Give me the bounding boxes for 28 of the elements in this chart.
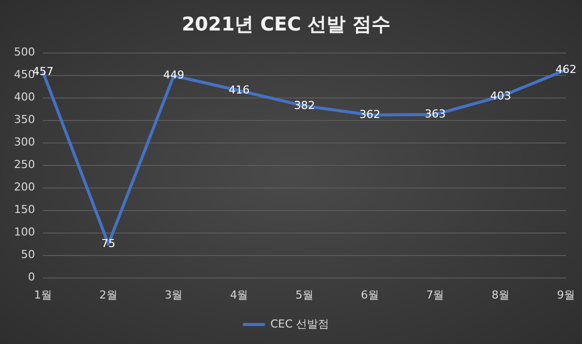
data-label: 416 bbox=[228, 83, 250, 96]
x-tick-label: 6월 bbox=[360, 288, 379, 302]
data-label: 75 bbox=[101, 236, 116, 250]
y-tick-label: 50 bbox=[20, 248, 35, 262]
y-tick-label: 400 bbox=[14, 90, 35, 104]
y-tick-label: 500 bbox=[14, 46, 35, 59]
y-tick-label: 450 bbox=[14, 68, 35, 82]
y-tick-label: 200 bbox=[14, 180, 35, 194]
y-tick-label: 100 bbox=[14, 226, 35, 239]
y-tick-label: 0 bbox=[28, 270, 35, 284]
x-tick-label: 8월 bbox=[492, 288, 510, 302]
y-tick-label: 250 bbox=[14, 158, 35, 172]
x-tick-label: 5월 bbox=[296, 288, 314, 302]
y-tick-label: 350 bbox=[14, 113, 35, 126]
legend-label: CEC 선발점 bbox=[270, 317, 330, 330]
x-tick-label: 1월 bbox=[34, 288, 52, 302]
x-tick-label: 7월 bbox=[426, 288, 444, 302]
x-tick-label: 3월 bbox=[164, 288, 183, 302]
x-tick-label: 2월 bbox=[99, 288, 118, 302]
data-label: 362 bbox=[359, 108, 380, 121]
data-label: 382 bbox=[294, 98, 315, 112]
chart-title: 2021년 CEC 선발 점수 bbox=[182, 13, 390, 36]
y-tick-label: 150 bbox=[14, 203, 35, 216]
x-tick-label: 4월 bbox=[230, 288, 248, 302]
y-tick-label: 300 bbox=[14, 136, 35, 149]
data-label: 462 bbox=[556, 62, 576, 76]
data-label: 363 bbox=[424, 107, 446, 120]
x-tick-label: 9월 bbox=[557, 288, 575, 302]
